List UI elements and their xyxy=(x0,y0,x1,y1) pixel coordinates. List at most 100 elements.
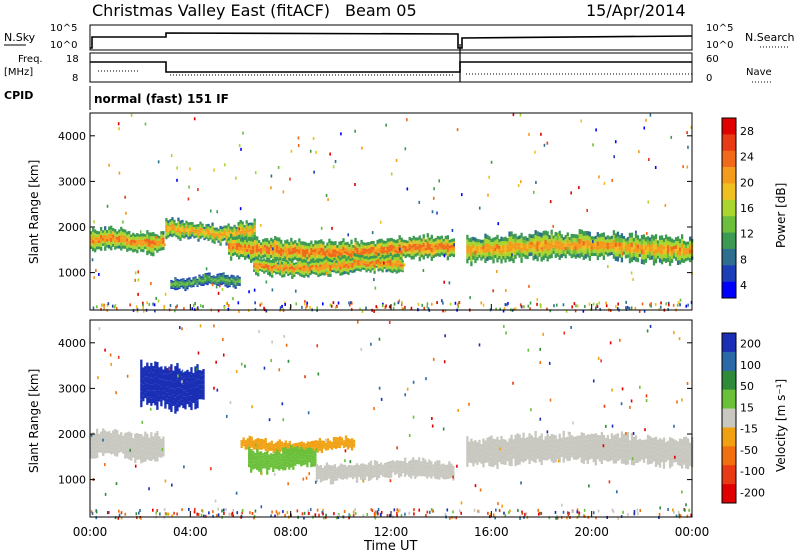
heatmap-cell xyxy=(160,366,163,374)
scatter-cell xyxy=(522,305,525,309)
heatmap-cell xyxy=(280,443,283,445)
heatmap-cell xyxy=(420,463,423,467)
heatmap-cell xyxy=(602,250,606,256)
scatter-cell xyxy=(528,132,530,136)
heatmap-cell xyxy=(98,443,101,447)
heatmap-cell xyxy=(564,250,567,255)
heatmap-cell xyxy=(298,246,301,250)
heatmap-cell xyxy=(225,228,228,233)
heatmap-cell xyxy=(644,449,648,453)
heatmap-cell xyxy=(486,252,489,257)
heatmap-cell xyxy=(260,440,263,443)
heatmap-cell xyxy=(130,455,133,461)
heatmap-cell xyxy=(257,273,260,277)
heatmap-cell xyxy=(644,254,648,259)
heatmap-cell xyxy=(241,237,244,241)
heatmap-cell xyxy=(211,229,214,233)
heatmap-cell xyxy=(502,252,505,256)
heatmap-cell xyxy=(588,255,591,261)
heatmap-cell xyxy=(398,472,401,475)
heatmap-cell xyxy=(668,452,672,458)
heatmap-cell xyxy=(646,236,650,240)
heatmap-cell xyxy=(656,439,660,444)
heatmap-cell xyxy=(550,443,553,448)
heatmap-cell xyxy=(190,374,193,382)
heatmap-cell xyxy=(94,446,97,451)
heatmap-cell xyxy=(174,279,177,282)
heatmap-cell xyxy=(355,268,358,271)
heatmap-cell xyxy=(660,240,664,245)
heatmap-cell xyxy=(197,232,200,236)
heatmap-cell xyxy=(285,266,288,269)
heatmap-cell xyxy=(334,447,338,449)
heatmap-cell xyxy=(282,446,285,448)
heatmap-cell xyxy=(106,244,109,248)
heatmap-cell xyxy=(259,266,262,269)
heatmap-cell xyxy=(540,454,543,460)
heatmap-cell xyxy=(256,240,259,245)
heatmap-cell xyxy=(448,251,451,255)
heatmap-cell xyxy=(305,270,308,274)
heatmap-cell xyxy=(373,267,376,271)
scatter-cell xyxy=(469,296,471,300)
heatmap-cell xyxy=(614,439,618,444)
heatmap-cell xyxy=(592,252,595,257)
heatmap-cell xyxy=(414,459,417,463)
heatmap-cell xyxy=(190,279,193,281)
scatter-cell xyxy=(297,136,300,140)
heatmap-cell xyxy=(570,435,573,439)
heatmap-cell xyxy=(339,266,342,270)
heatmap-cell xyxy=(420,244,423,248)
scatter-cell xyxy=(592,239,594,243)
heatmap-cell xyxy=(173,225,176,228)
heatmap-cell xyxy=(326,440,330,443)
heatmap-cell xyxy=(472,441,475,446)
heatmap-cell xyxy=(662,447,666,454)
heatmap-cell xyxy=(338,436,342,439)
heatmap-cell xyxy=(192,382,195,388)
heatmap-cell xyxy=(266,245,269,250)
scatter-cell xyxy=(582,309,585,313)
heatmap-cell xyxy=(668,442,672,448)
heatmap-cell xyxy=(532,445,535,450)
heatmap-cell xyxy=(248,255,251,260)
heatmap-cell xyxy=(298,456,301,460)
heatmap-cell xyxy=(343,476,347,479)
heatmap-cell xyxy=(130,437,133,443)
heatmap-cell xyxy=(400,465,403,469)
heatmap-cell xyxy=(172,382,175,389)
scatter-cell xyxy=(431,210,434,214)
heatmap-cell xyxy=(227,235,230,239)
heatmap-cell xyxy=(604,452,608,457)
heatmap-cell xyxy=(248,444,251,447)
heatmap-cell xyxy=(300,244,303,249)
heatmap-cell xyxy=(244,244,247,249)
heatmap-cell xyxy=(560,246,563,250)
heatmap-cell xyxy=(644,452,648,456)
heatmap-cell xyxy=(442,247,445,251)
heatmap-cell xyxy=(498,443,501,448)
heatmap-cell xyxy=(552,244,555,248)
scatter-cell xyxy=(330,304,333,308)
heatmap-cell xyxy=(246,239,249,243)
heatmap-cell xyxy=(536,448,539,452)
heatmap-cell xyxy=(242,444,245,447)
heatmap-cell xyxy=(596,246,599,251)
heatmap-cell xyxy=(568,451,571,456)
heatmap-cell xyxy=(556,452,559,456)
heatmap-cell xyxy=(193,236,196,239)
heatmap-cell xyxy=(321,474,325,477)
heatmap-cell xyxy=(304,443,308,446)
heatmap-cell xyxy=(138,438,141,443)
heatmap-cell xyxy=(183,225,186,229)
heatmap-cell xyxy=(213,235,216,239)
heatmap-cell xyxy=(313,262,316,266)
heatmap-cell xyxy=(367,268,370,271)
scatter-cell xyxy=(423,306,426,310)
heatmap-cell xyxy=(584,249,587,254)
heatmap-cell xyxy=(331,471,335,475)
heatmap-cell xyxy=(255,259,258,263)
heatmap-cell xyxy=(234,284,237,287)
heatmap-cell xyxy=(353,473,357,476)
heatmap-cell xyxy=(186,381,189,388)
